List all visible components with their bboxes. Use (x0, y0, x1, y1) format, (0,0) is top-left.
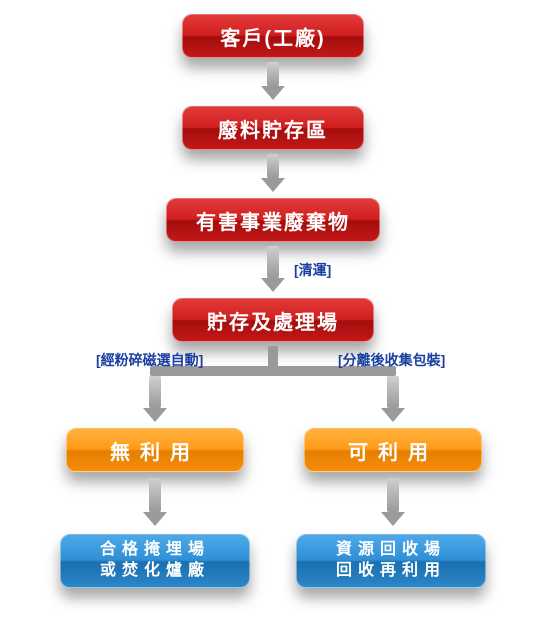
node-unusable: 無利用 (66, 428, 244, 472)
edge-label-crush-magnetic: [經粉碎磁選自動] (96, 350, 203, 370)
arrow-icon (143, 478, 167, 526)
arrow-icon (261, 246, 285, 292)
node-customer: 客戶(工廠) (182, 14, 364, 58)
node-recycle-reuse: 資源回收場 回收再利用 (296, 534, 486, 588)
node-landfill-incinerator: 合格掩埋場 或焚化爐廠 (60, 534, 250, 588)
node-label: 可利用 (348, 436, 438, 465)
node-label: 廢料貯存區 (218, 114, 328, 143)
connector-stub (268, 346, 278, 368)
node-line2: 或焚化爐廠 (100, 561, 210, 582)
arrow-icon (261, 62, 285, 100)
node-storage-treatment: 貯存及處理場 (172, 298, 374, 342)
arrow-icon (261, 154, 285, 192)
edge-label-separate-pack: [分離後收集包裝] (338, 350, 445, 370)
node-waste-storage: 廢料貯存區 (182, 106, 364, 150)
arrow-icon (143, 376, 167, 422)
node-usable: 可利用 (304, 428, 482, 472)
node-label: 貯存及處理場 (207, 306, 339, 335)
node-hazardous-waste: 有害事業廢棄物 (166, 198, 380, 242)
node-line1: 合格掩埋場 (100, 540, 210, 561)
edge-label-transport: [清運] (294, 260, 331, 280)
arrow-icon (381, 376, 405, 422)
node-label: 無利用 (110, 436, 200, 465)
node-label: 客戶(工廠) (220, 22, 325, 51)
arrow-icon (381, 478, 405, 526)
node-line2: 回收再利用 (336, 561, 446, 582)
node-line1: 資源回收場 (336, 540, 446, 561)
node-label: 有害事業廢棄物 (196, 206, 350, 235)
